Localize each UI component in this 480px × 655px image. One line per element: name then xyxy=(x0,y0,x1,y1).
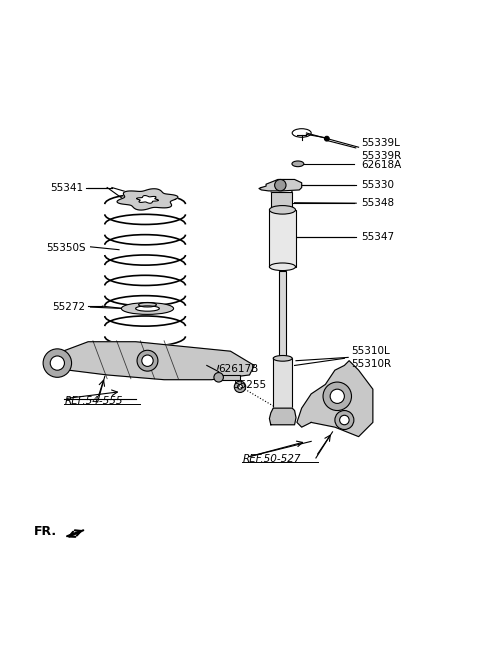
Circle shape xyxy=(43,349,72,377)
Bar xyxy=(273,358,292,418)
Ellipse shape xyxy=(292,161,304,166)
Text: 62617B: 62617B xyxy=(219,364,259,374)
Circle shape xyxy=(335,411,354,430)
Polygon shape xyxy=(117,189,178,210)
Circle shape xyxy=(234,381,246,392)
Circle shape xyxy=(323,382,351,411)
Ellipse shape xyxy=(136,306,159,311)
Bar xyxy=(269,210,296,267)
Ellipse shape xyxy=(273,356,292,361)
Polygon shape xyxy=(46,342,254,380)
Polygon shape xyxy=(269,408,296,424)
Polygon shape xyxy=(136,196,158,203)
Circle shape xyxy=(275,179,286,191)
Bar xyxy=(279,271,287,358)
Circle shape xyxy=(214,373,223,382)
Circle shape xyxy=(137,350,158,371)
Text: 55310L
55310R: 55310L 55310R xyxy=(351,346,392,369)
Text: 55255: 55255 xyxy=(233,381,266,390)
Text: REF.50-527: REF.50-527 xyxy=(242,454,301,464)
Circle shape xyxy=(324,136,329,141)
Text: 62618A: 62618A xyxy=(361,160,401,170)
Text: REF.54-555: REF.54-555 xyxy=(64,396,123,406)
Text: FR.: FR. xyxy=(34,525,57,538)
Text: 55341: 55341 xyxy=(50,183,84,193)
Circle shape xyxy=(142,355,153,366)
Text: 55350S: 55350S xyxy=(46,243,86,253)
Polygon shape xyxy=(259,179,301,191)
Circle shape xyxy=(50,356,64,370)
Bar xyxy=(219,375,240,380)
Ellipse shape xyxy=(121,303,174,314)
Polygon shape xyxy=(297,361,373,437)
Ellipse shape xyxy=(269,263,296,271)
Text: 55339L
55339R: 55339L 55339R xyxy=(361,138,401,160)
Circle shape xyxy=(238,384,242,389)
Bar xyxy=(271,193,292,206)
Ellipse shape xyxy=(269,206,296,214)
Circle shape xyxy=(340,415,349,424)
Text: 55348: 55348 xyxy=(361,198,394,208)
Ellipse shape xyxy=(273,415,292,421)
Text: 55272: 55272 xyxy=(53,302,86,312)
Text: 55347: 55347 xyxy=(361,233,394,242)
Circle shape xyxy=(330,389,344,403)
Text: 55330: 55330 xyxy=(361,180,394,190)
